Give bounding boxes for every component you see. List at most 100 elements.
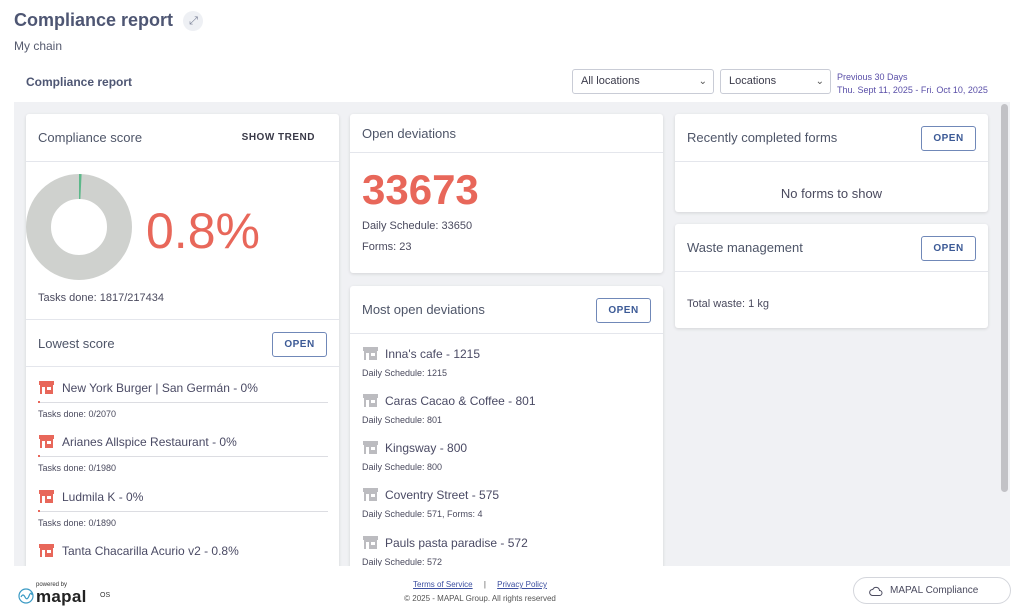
period-range: Thu. Sept 11, 2025 - Fri. Oct 10, 2025 [837,85,988,95]
lowest-location-tasks: Tasks done: 0/2070 [38,409,117,419]
deviation-location-detail: Daily Schedule: 571, Forms: 4 [362,509,483,519]
list-item[interactable]: Caras Cacao & Coffee - 801 Daily Schedul… [362,393,642,425]
most-open-deviations-title: Most open deviations [362,302,485,317]
open-deviations-total: 33673 [362,166,479,213]
chevron-down-icon: ⌄ [698,76,707,87]
mapal-compliance-label: MAPAL Compliance [890,585,979,596]
section-title: Compliance report [26,75,133,89]
footer-separator: | [483,580,486,589]
lowest-score-open-button[interactable]: OPEN [272,332,327,357]
compliance-score-header: Compliance score SHOW TREND [26,114,339,162]
list-item[interactable]: New York Burger | San Germán - 0% Tasks … [38,380,328,419]
store-icon [39,544,54,557]
period-label: Previous 30 Days [837,72,908,82]
brand-suffix: OS [100,592,111,599]
mapal-logo: powered by mapal OS [18,582,110,606]
location-select[interactable]: All locations ⌄ [572,69,714,94]
list-item[interactable]: Arianes Allspice Restaurant - 0% Tasks d… [38,434,328,473]
lowest-location-name: Arianes Allspice Restaurant - 0% [62,435,237,449]
location-select-value: All locations [581,75,640,87]
show-trend-button[interactable]: SHOW TREND [241,132,315,143]
page-title: Compliance report [14,10,174,30]
page-header: Compliance report ⤢ My chain [14,10,204,53]
recent-forms-card: Recently completed forms OPEN No forms t… [675,114,988,212]
waste-management-open-button[interactable]: OPEN [921,236,976,261]
footer-links: Terms of Service | Privacy Policy © 2025… [380,580,580,603]
waste-management-card: Waste management OPEN Total waste: 1 kg [675,224,988,328]
lowest-score-title: Lowest score [38,336,115,351]
progress-bar-fill [38,401,40,403]
cloud-icon [869,586,883,596]
list-item[interactable]: Coventry Street - 575 Daily Schedule: 57… [362,487,642,519]
locations-select-value: Locations [729,75,777,87]
mapal-compliance-button[interactable]: MAPAL Compliance [853,577,1011,604]
lowest-location-tasks: Tasks done: 0/1890 [38,518,117,528]
store-icon [39,381,54,394]
scrollbar[interactable] [1001,104,1008,492]
dashboard-canvas: Compliance score SHOW TREND 0.8% Tasks d… [14,102,1010,566]
store-icon [363,441,378,454]
recent-forms-header: Recently completed forms OPEN [675,114,988,162]
most-open-deviations-card: Most open deviations OPEN Inna's cafe - … [350,286,663,566]
store-icon [39,435,54,448]
list-item[interactable]: Inna's cafe - 1215 Daily Schedule: 1215 [362,346,642,378]
deviation-location-detail: Daily Schedule: 800 [362,462,443,472]
waste-management-title: Waste management [687,240,803,255]
deviation-location-name: Kingsway - 800 [385,441,468,455]
deviation-location-detail: Daily Schedule: 801 [362,415,443,425]
date-range-picker[interactable]: Previous 30 Days Thu. Sept 11, 2025 - Fr… [837,71,988,97]
store-icon [363,488,378,501]
compliance-score-title: Compliance score [38,130,143,145]
privacy-link[interactable]: Privacy Policy [497,580,547,589]
open-deviations-daily: Daily Schedule: 33650 [362,220,473,232]
store-icon [39,490,54,503]
list-item[interactable]: Tanta Chacarilla Acurio v2 - 0.8% [38,543,328,559]
store-icon [363,347,378,360]
open-deviations-title: Open deviations [362,126,456,141]
deviation-location-name: Pauls pasta paradise - 572 [385,536,528,550]
lowest-location-name: New York Burger | San Germán - 0% [62,381,258,395]
list-item[interactable]: Pauls pasta paradise - 572 Daily Schedul… [362,535,642,566]
deviation-location-name: Inna's cafe - 1215 [385,347,481,361]
terms-link[interactable]: Terms of Service [413,580,473,589]
progress-bar [38,510,328,512]
store-icon [363,536,378,549]
recent-forms-open-button[interactable]: OPEN [921,126,976,151]
list-item[interactable]: Kingsway - 800 Daily Schedule: 800 [362,440,642,472]
deviation-location-name: Coventry Street - 575 [385,488,500,502]
powered-by-label: powered by [36,582,68,588]
no-forms-message: No forms to show [780,186,883,201]
lowest-location-name: Tanta Chacarilla Acurio v2 - 0.8% [62,544,239,558]
mapal-wave-icon [18,588,34,604]
most-open-deviations-open-button[interactable]: OPEN [596,298,651,323]
total-waste: Total waste: 1 kg [687,298,769,310]
compliance-score-value: 0.8% [146,203,260,259]
compliance-donut-chart [26,174,132,280]
copyright: © 2025 - MAPAL Group. All rights reserve… [404,594,556,603]
lowest-location-name: Ludmila K - 0% [62,490,144,504]
open-deviations-header: Open deviations [350,114,663,153]
chevron-down-icon: ⌄ [815,76,824,87]
recent-forms-title: Recently completed forms [687,130,838,145]
list-item[interactable]: Ludmila K - 0% Tasks done: 0/1890 [38,489,328,528]
waste-management-header: Waste management OPEN [675,224,988,272]
most-open-deviations-header: Most open deviations OPEN [350,286,663,334]
deviation-location-name: Caras Cacao & Coffee - 801 [385,394,536,408]
brand-name: mapal [36,587,87,606]
page-subtitle: My chain [14,39,63,53]
lowest-location-tasks: Tasks done: 0/1980 [38,463,117,473]
compliance-score-card: Compliance score SHOW TREND 0.8% Tasks d… [26,114,339,566]
donut-fill [26,174,132,280]
progress-bar [38,401,328,403]
donut-track [26,174,132,280]
expand-icon[interactable]: ⤢ [183,10,204,31]
open-deviations-card: Open deviations 33673 Daily Schedule: 33… [350,114,663,273]
tasks-done-summary: Tasks done: 1817/217434 [38,292,164,304]
store-icon [363,394,378,407]
deviation-location-detail: Daily Schedule: 1215 [362,368,448,378]
progress-bar-fill [38,455,40,457]
deviation-location-detail: Daily Schedule: 572 [362,557,443,566]
open-deviations-forms: Forms: 23 [362,241,412,253]
lowest-score-header: Lowest score OPEN [26,319,339,367]
locations-select[interactable]: Locations ⌄ [720,69,831,94]
